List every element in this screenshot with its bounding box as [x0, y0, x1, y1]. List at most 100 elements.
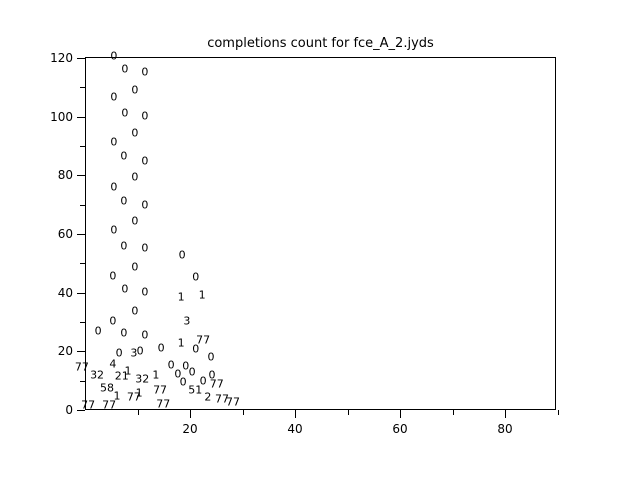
data-point: 0: [115, 346, 123, 360]
x-minor-tick: [242, 410, 244, 415]
data-point: 0: [110, 180, 118, 194]
data-point: 77: [102, 398, 117, 412]
y-tick-label: 120: [50, 51, 73, 65]
data-point: 0: [136, 344, 144, 358]
data-point: 0: [110, 223, 118, 237]
data-point: 0: [110, 90, 118, 104]
y-major-tick: [77, 234, 85, 235]
data-point: 4: [109, 357, 117, 371]
data-point: 1: [152, 368, 160, 382]
data-point: 0: [174, 367, 182, 381]
data-point: 0: [207, 350, 215, 364]
data-point: 77: [226, 395, 241, 409]
y-minor-tick: [80, 146, 85, 147]
y-major-tick: [77, 351, 85, 353]
data-point: 1: [177, 336, 185, 350]
data-point: 0: [110, 49, 118, 63]
data-point: 3: [183, 314, 191, 328]
data-point: 0: [109, 314, 117, 328]
data-point: 0: [167, 358, 175, 372]
x-major-tick: [190, 410, 191, 418]
data-point: 77: [156, 397, 171, 411]
x-major-tick: [400, 410, 401, 418]
data-point: 0: [131, 170, 139, 184]
data-point: 0: [179, 375, 187, 389]
x-tick-label: 40: [287, 422, 303, 436]
y-minor-tick: [80, 204, 85, 206]
data-point: 1: [113, 389, 121, 403]
y-major-tick: [77, 410, 85, 411]
x-minor-tick: [347, 410, 349, 415]
data-point: 0: [120, 194, 128, 208]
data-point: 0: [131, 214, 139, 228]
plot-area: [85, 57, 556, 410]
data-point: 0: [121, 282, 129, 296]
x-major-tick: [295, 410, 296, 418]
data-point: 0: [141, 328, 149, 342]
data-point: 0: [178, 248, 186, 262]
data-point: 3: [130, 346, 138, 360]
y-tick-label: 80: [57, 168, 73, 183]
y-major-tick: [77, 292, 85, 294]
data-point: 51: [188, 383, 203, 397]
data-point: 0: [188, 365, 196, 379]
data-point: 0: [182, 359, 190, 373]
x-minor-tick: [137, 410, 139, 415]
data-point: 0: [109, 269, 117, 283]
data-point: 0: [208, 368, 216, 382]
data-point: 32: [90, 368, 105, 382]
y-major-tick: [77, 58, 85, 59]
y-tick-label: 20: [57, 344, 73, 359]
data-point: 2: [204, 390, 212, 404]
data-point: 1: [135, 386, 143, 400]
data-point: 1: [198, 288, 206, 302]
y-tick-label: 60: [57, 227, 73, 241]
data-point: 0: [192, 342, 200, 356]
data-point: 0: [121, 62, 129, 76]
y-minor-tick: [80, 263, 85, 265]
data-point: 0: [131, 126, 139, 140]
data-point: 0: [141, 198, 149, 212]
data-point: 77: [126, 390, 141, 404]
data-point: 0: [120, 239, 128, 253]
data-point: 0: [120, 326, 128, 340]
x-tick-label: 80: [497, 422, 513, 436]
data-point: 0: [131, 260, 139, 274]
data-point: 0: [131, 304, 139, 318]
chart-title: completions count for fce_A_2.jyds: [207, 36, 434, 51]
data-point: 0: [141, 241, 149, 255]
y-minor-tick: [80, 87, 85, 89]
data-point: 0: [131, 83, 139, 97]
x-minor-tick: [452, 410, 454, 415]
x-major-tick: [505, 410, 506, 418]
data-point: 0: [141, 154, 149, 168]
y-minor-tick: [80, 380, 85, 382]
y-tick-label: 100: [50, 109, 73, 124]
y-major-tick: [77, 116, 85, 118]
data-point: 1: [177, 290, 185, 304]
x-tick-label: 20: [182, 422, 198, 436]
data-point: 0: [141, 109, 149, 123]
data-point: 21: [114, 369, 129, 383]
data-point: 0: [141, 65, 149, 79]
y-tick-label: 0: [65, 403, 73, 417]
data-point: 1: [124, 364, 132, 378]
data-point: 0: [120, 149, 128, 163]
y-minor-tick: [80, 322, 85, 323]
x-tick-label: 60: [392, 422, 408, 436]
data-point: 0: [141, 285, 149, 299]
data-point: 0: [199, 374, 207, 388]
data-point: 77: [81, 398, 96, 412]
data-point: 77: [215, 392, 230, 406]
data-point: 77: [74, 360, 89, 374]
data-point: 0: [110, 135, 118, 149]
y-tick-label: 40: [57, 285, 73, 300]
x-minor-tick: [557, 410, 559, 415]
data-point: 32: [135, 372, 150, 386]
data-point: 0: [157, 341, 165, 355]
y-major-tick: [77, 175, 85, 177]
data-point: 77: [153, 383, 168, 397]
data-point: 0: [94, 324, 102, 337]
data-point: 0: [192, 270, 200, 284]
